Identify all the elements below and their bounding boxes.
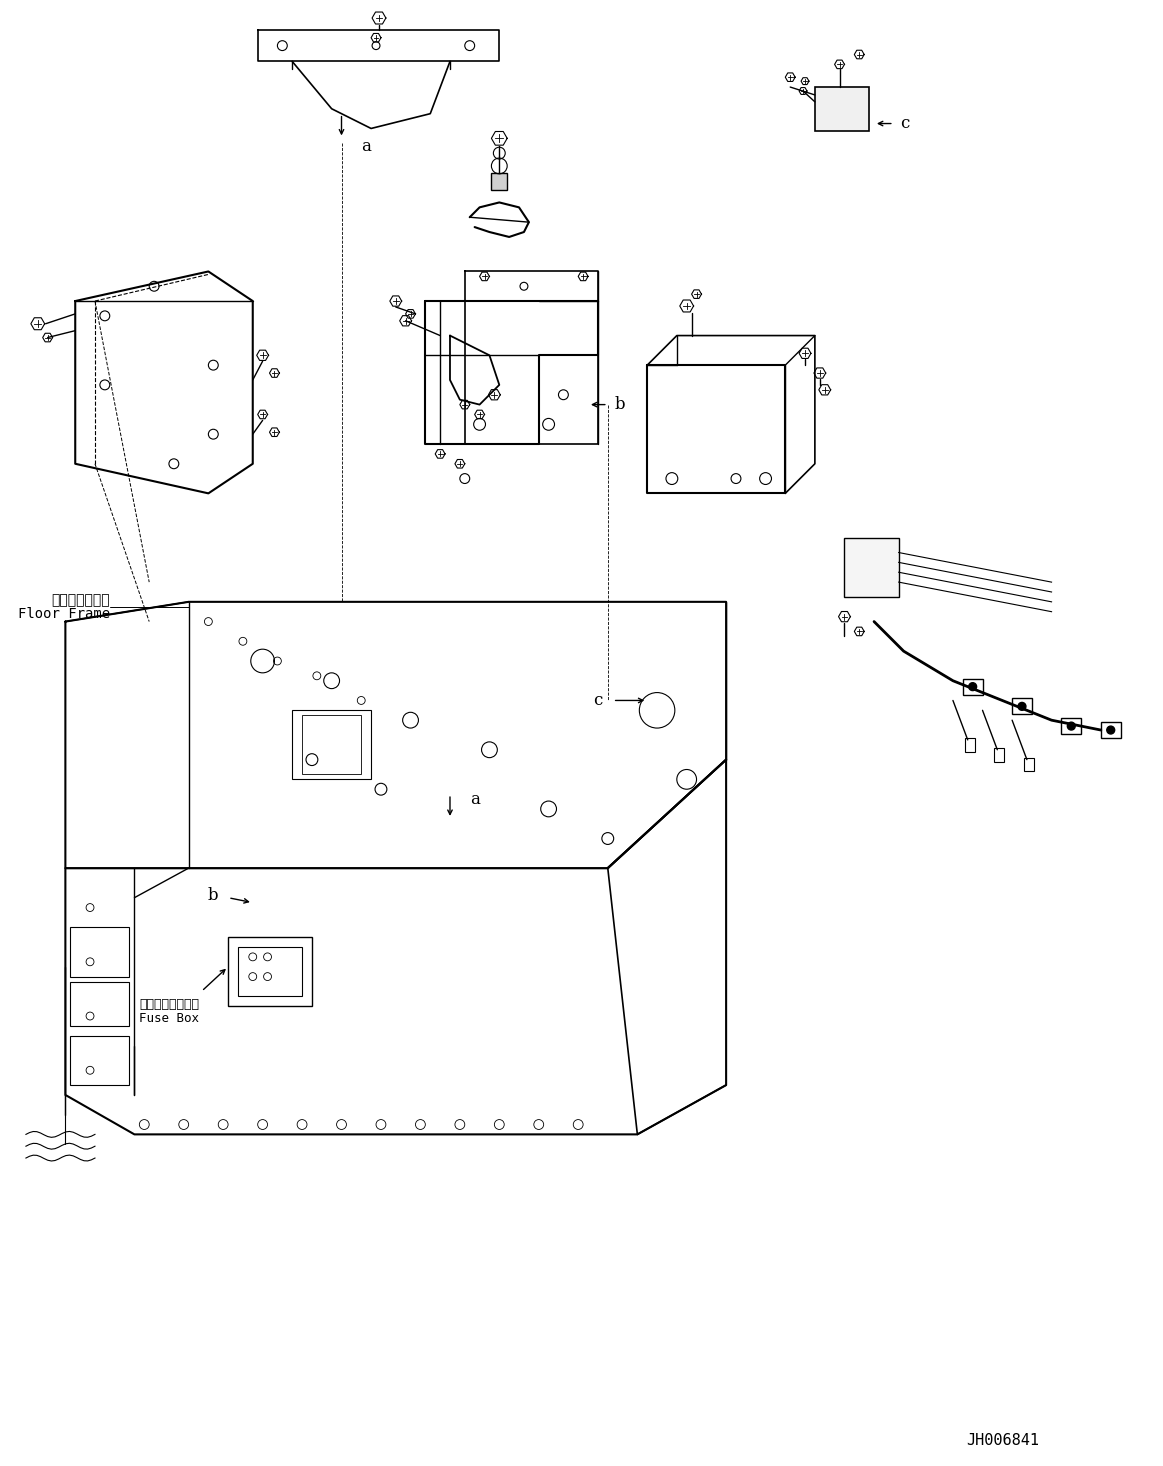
Circle shape	[1107, 726, 1114, 734]
Text: Floor Frame: Floor Frame	[17, 607, 109, 620]
Circle shape	[1068, 723, 1076, 730]
Bar	[70, 1036, 129, 1085]
Bar	[1012, 698, 1032, 714]
Bar	[965, 737, 975, 752]
Bar	[492, 173, 507, 189]
Bar	[815, 86, 869, 132]
Text: b: b	[208, 887, 219, 905]
Circle shape	[1018, 702, 1026, 711]
Bar	[70, 982, 129, 1026]
Bar	[963, 679, 983, 695]
Text: c: c	[900, 114, 909, 132]
Circle shape	[969, 683, 977, 690]
Bar	[70, 928, 129, 976]
Text: フロアフレーム: フロアフレーム	[51, 592, 109, 607]
Bar	[228, 937, 312, 1006]
Bar	[292, 711, 371, 780]
Text: フューズボックス: フューズボックス	[138, 998, 199, 1010]
Text: c: c	[593, 692, 602, 710]
Text: b: b	[615, 396, 626, 413]
Bar	[238, 947, 302, 997]
Bar	[1023, 758, 1034, 771]
Text: a: a	[470, 790, 479, 808]
Bar	[1062, 718, 1082, 734]
Text: JH006841: JH006841	[965, 1432, 1039, 1447]
Bar	[302, 715, 362, 774]
Bar	[994, 748, 1004, 762]
Bar	[1101, 723, 1121, 737]
Text: a: a	[362, 138, 371, 155]
Text: Fuse Box: Fuse Box	[138, 1012, 199, 1025]
Bar	[844, 538, 899, 597]
